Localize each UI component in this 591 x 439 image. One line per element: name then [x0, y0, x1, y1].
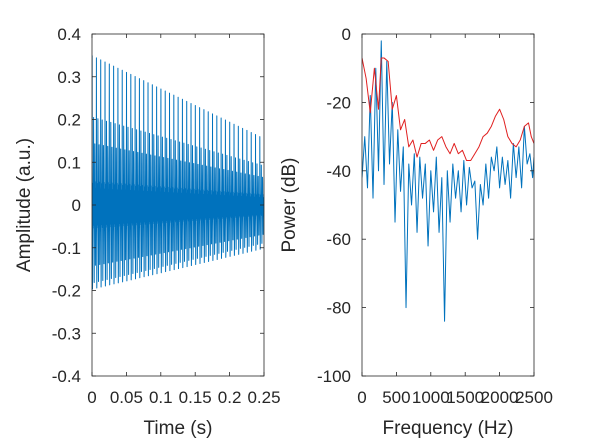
y-tick-label: 0.2	[57, 111, 81, 130]
y-tick-label: -0.4	[52, 367, 81, 386]
y-tick-label: -60	[326, 230, 351, 249]
x-tick-label: 0.25	[247, 388, 280, 407]
x-axis-label: Frequency (Hz)	[383, 418, 514, 439]
x-tick-label: 0.1	[149, 388, 173, 407]
y-axis-label: Amplitude (a.u.)	[14, 138, 35, 272]
y-tick-label: 0.4	[57, 25, 81, 44]
y-tick-label: 0.3	[57, 68, 81, 87]
y-tick-label: -0.2	[52, 282, 81, 301]
axes-box	[361, 33, 535, 377]
y-tick-label: 0	[342, 25, 351, 44]
y-tick-label: 0.1	[57, 153, 81, 172]
x-tick-label: 0	[357, 388, 366, 407]
y-tick-label: -40	[326, 162, 351, 181]
y-tick-label: 0	[72, 196, 81, 215]
x-tick-label: 0	[87, 388, 96, 407]
y-tick-label: -80	[326, 299, 351, 318]
y-axis-label: Power (dB)	[279, 157, 300, 252]
time-domain-plot: 0 0.05 0.1 0.15 0.2 0.25 -0.4 -0.3 -0.2 -0.1 0 0.1 0…	[14, 25, 281, 439]
x-tick-label: 2000	[481, 388, 519, 407]
x-axis-label: Time (s)	[144, 418, 213, 439]
y-tick-label: -100	[317, 367, 351, 386]
power-spectrum-line	[362, 40, 534, 322]
x-tick-label: 500	[382, 388, 410, 407]
y-tick-label: -0.3	[52, 324, 81, 343]
x-tick-label: 1500	[446, 388, 484, 407]
y-tick-label: -0.1	[52, 239, 81, 258]
data-series-group	[362, 40, 534, 322]
spectral-envelope-line	[362, 57, 534, 162]
x-tick-label: 0.2	[218, 388, 242, 407]
x-tick-label: 0.05	[110, 388, 143, 407]
x-tick-label: 2500	[515, 388, 553, 407]
y-tick-label: -20	[326, 93, 351, 112]
x-tick-label: 0.15	[179, 388, 212, 407]
x-tick-label: 1000	[412, 388, 450, 407]
data-series-group	[92, 55, 264, 290]
damped-periodic-waveform-line	[92, 55, 264, 290]
